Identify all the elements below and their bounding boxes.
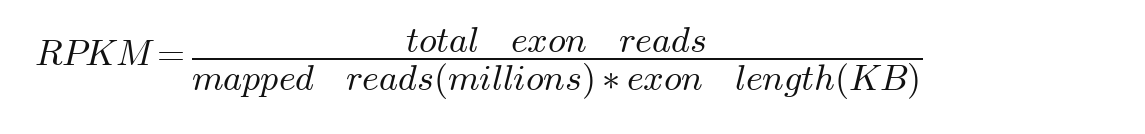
Text: $\mathit{RPKM} = \dfrac{\mathit{total\ \ \ exon\ \ \ reads}}{\mathit{mapped\ \ \: $\mathit{RPKM} = \dfrac{\mathit{total\ \… xyxy=(34,26,923,103)
